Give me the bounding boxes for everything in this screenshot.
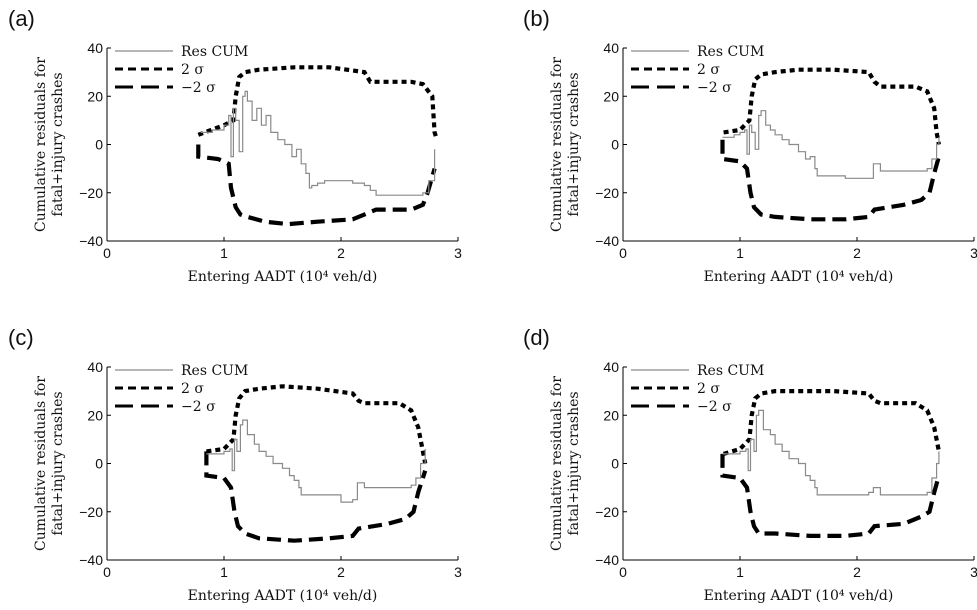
series-minus-2sigma-line [204, 451, 428, 543]
series-res-cum-line [200, 90, 436, 196]
y-tick-label: 40 [87, 359, 103, 375]
y-axis-title-line-2: fatal+injury crashes [566, 72, 582, 216]
series-plus-2sigma-line [723, 67, 941, 145]
x-tick-label: 1 [736, 245, 744, 261]
series-res-cum-line [206, 419, 426, 503]
panel-label: (a) [8, 6, 35, 31]
y-tick-label: 40 [87, 40, 103, 56]
y-axis-title-line-2: fatal+injury crashes [50, 391, 66, 535]
x-tick-label: 3 [454, 564, 462, 580]
x-tick-label: 2 [853, 245, 861, 261]
legend-minus-2sigma-label: −2 σ [697, 399, 732, 415]
y-tick-label: 0 [611, 456, 619, 472]
legend-res-cum-label: Res CUM [697, 363, 764, 379]
y-tick-label: −20 [79, 185, 103, 201]
y-tick-label: −40 [79, 552, 103, 568]
y-tick-label: 20 [603, 88, 619, 104]
legend-plus-2sigma-label: 2 σ [181, 62, 204, 78]
series-minus-2sigma-line [720, 139, 941, 222]
legend-minus-2sigma-label: −2 σ [181, 399, 216, 415]
x-tick-label: 2 [337, 245, 345, 261]
x-tick-label: 2 [337, 564, 345, 580]
series-minus-2sigma-line [720, 453, 941, 538]
y-axis-title-line-1: Cumulative residuals for [33, 57, 49, 232]
legend-res-cum-label: Res CUM [697, 44, 764, 60]
series-plus-2sigma-line [206, 384, 428, 464]
x-tick-label: 1 [736, 564, 744, 580]
y-tick-label: −40 [79, 233, 103, 249]
x-tick-label: 3 [454, 245, 462, 261]
y-axis-title-line-1: Cumulative residuals for [549, 57, 565, 232]
x-tick-label: 2 [853, 564, 861, 580]
legend-plus-2sigma-label: 2 σ [181, 381, 204, 397]
y-tick-label: −40 [595, 552, 619, 568]
y-axis-title: Cumulative residuals forfatal+injury cra… [549, 376, 582, 551]
y-tick-label: −20 [79, 504, 103, 520]
y-tick-label: −20 [595, 504, 619, 520]
x-tick-label: 0 [103, 564, 111, 580]
x-tick-label: 0 [619, 564, 627, 580]
x-tick-label: 3 [970, 245, 977, 261]
y-axis-title: Cumulative residuals forfatal+injury cra… [33, 376, 66, 551]
panel-label: (c) [8, 325, 34, 350]
y-tick-label: 20 [87, 88, 103, 104]
y-tick-label: 0 [95, 137, 103, 153]
y-axis-title-line-2: fatal+injury crashes [566, 391, 582, 535]
series-plus-2sigma-line [722, 389, 941, 456]
legend-res-cum-label: Res CUM [181, 363, 248, 379]
y-tick-label: −20 [595, 185, 619, 201]
y-axis-title: Cumulative residuals forfatal+injury cra… [33, 57, 66, 232]
y-tick-label: 0 [95, 456, 103, 472]
y-tick-label: 40 [603, 359, 619, 375]
x-tick-label: 1 [220, 245, 228, 261]
legend-plus-2sigma-label: 2 σ [697, 62, 720, 78]
y-tick-label: 20 [87, 407, 103, 423]
legend-plus-2sigma-label: 2 σ [697, 381, 720, 397]
chart-panel-c: (c) −40 −20 0 20 40 0 1 2 3 Entering AADT (10⁴ veh… [8, 325, 462, 604]
x-tick-label: 3 [970, 564, 977, 580]
series-res-cum-line [722, 110, 940, 179]
series-minus-2sigma-line [196, 144, 437, 227]
series-plus-2sigma-line [197, 65, 439, 141]
y-tick-label: 20 [603, 407, 619, 423]
y-axis-title-line-1: Cumulative residuals for [33, 376, 49, 551]
legend-minus-2sigma-label: −2 σ [181, 80, 216, 96]
chart-panel-a: (a) −40 −20 0 20 40 0 1 2 3 Entering AADT (10⁴ veh… [8, 6, 462, 285]
x-axis-title: Entering AADT (10⁴ veh/d) [188, 269, 378, 285]
x-tick-label: 1 [220, 564, 228, 580]
y-axis-title-line-1: Cumulative residuals for [549, 376, 565, 551]
y-axis-title-line-2: fatal+injury crashes [50, 72, 66, 216]
y-tick-label: 0 [611, 137, 619, 153]
series-res-cum-line [722, 409, 940, 496]
x-axis-title: Entering AADT (10⁴ veh/d) [188, 588, 378, 604]
legend-minus-2sigma-label: −2 σ [697, 80, 732, 96]
x-tick-label: 0 [103, 245, 111, 261]
panel-label: (b) [523, 6, 550, 31]
x-axis-title: Entering AADT (10⁴ veh/d) [704, 269, 894, 285]
y-tick-label: −40 [595, 233, 619, 249]
y-tick-label: 40 [603, 40, 619, 56]
panel-label: (d) [523, 325, 550, 350]
chart-panel-d: (d) −40 −20 0 20 40 0 1 2 3 Entering AADT (10⁴ veh… [523, 325, 977, 604]
legend-res-cum-label: Res CUM [181, 44, 248, 60]
chart-panel-b: (b) −40 −20 0 20 40 0 1 2 3 Entering AADT (10⁴ veh… [523, 6, 977, 285]
x-axis-title: Entering AADT (10⁴ veh/d) [704, 588, 894, 604]
y-axis-title: Cumulative residuals forfatal+injury cra… [549, 57, 582, 232]
x-tick-label: 0 [619, 245, 627, 261]
